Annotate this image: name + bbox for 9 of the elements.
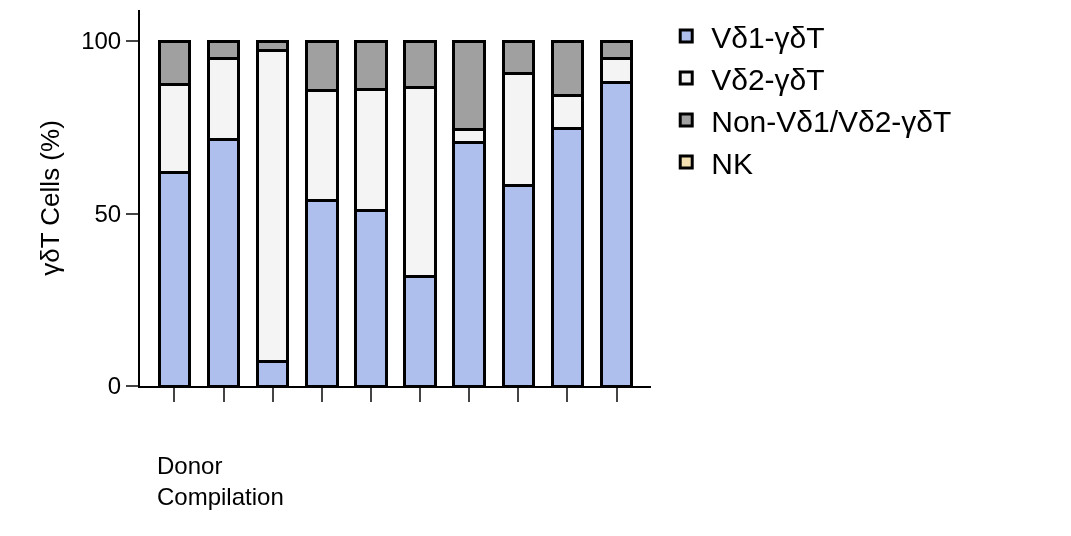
legend-label: Vδ2-γδT bbox=[711, 62, 825, 96]
y-tick-label: 0 bbox=[107, 372, 122, 400]
y-tick-label: 50 bbox=[94, 199, 122, 227]
legend-label: NK bbox=[711, 146, 753, 180]
y-tick-label: 100 bbox=[81, 27, 122, 55]
legend-label: Vδ1-γδT bbox=[711, 20, 825, 54]
y-axis-title: γδT Cells (%) bbox=[35, 120, 66, 276]
x-axis-title: Donor Compilation bbox=[157, 452, 284, 511]
legend-label: Non-Vδ1/Vδ2-γδT bbox=[711, 104, 952, 138]
